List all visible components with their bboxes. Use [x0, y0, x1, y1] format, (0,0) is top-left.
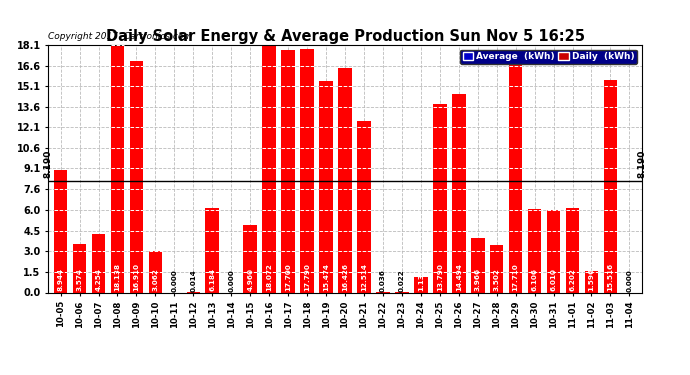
Text: 8.190: 8.190 — [43, 150, 53, 178]
Text: 3.502: 3.502 — [493, 268, 500, 291]
Text: 6.106: 6.106 — [531, 268, 538, 291]
Text: 6.010: 6.010 — [551, 268, 557, 291]
Bar — [244, 225, 257, 292]
Text: 0.014: 0.014 — [190, 270, 197, 292]
Bar — [357, 122, 371, 292]
Text: 15.516: 15.516 — [607, 263, 613, 291]
Text: 4.254: 4.254 — [95, 268, 101, 291]
Text: 15.474: 15.474 — [323, 264, 329, 291]
Text: 0.000: 0.000 — [171, 270, 177, 292]
Text: 3.574: 3.574 — [77, 268, 83, 291]
Bar — [300, 49, 314, 292]
Legend: Average  (kWh), Daily  (kWh): Average (kWh), Daily (kWh) — [460, 50, 637, 64]
Bar — [148, 251, 162, 292]
Bar — [509, 50, 522, 292]
Bar — [110, 45, 124, 292]
Bar — [546, 210, 560, 292]
Bar — [566, 208, 580, 292]
Text: 1.136: 1.136 — [418, 268, 424, 291]
Text: 8.944: 8.944 — [58, 268, 63, 291]
Text: 0.000: 0.000 — [228, 270, 234, 292]
Bar — [206, 208, 219, 292]
Bar — [433, 104, 446, 292]
Text: 4.960: 4.960 — [247, 268, 253, 291]
Bar — [452, 94, 466, 292]
Text: 1.596: 1.596 — [589, 268, 595, 291]
Bar — [528, 209, 542, 292]
Bar — [584, 271, 598, 292]
Bar — [471, 238, 484, 292]
Bar — [604, 80, 618, 292]
Bar — [54, 170, 68, 292]
Text: 6.184: 6.184 — [209, 268, 215, 291]
Bar — [72, 244, 86, 292]
Text: 12.514: 12.514 — [361, 264, 367, 291]
Text: 17.790: 17.790 — [304, 264, 310, 291]
Text: 13.790: 13.790 — [437, 264, 443, 291]
Bar — [490, 244, 504, 292]
Text: 18.138: 18.138 — [115, 263, 121, 291]
Text: 16.910: 16.910 — [133, 263, 139, 291]
Text: 3.966: 3.966 — [475, 268, 481, 291]
Text: 0.036: 0.036 — [380, 270, 386, 292]
Text: 3.062: 3.062 — [152, 268, 159, 291]
Text: 17.700: 17.700 — [285, 264, 291, 291]
Bar — [414, 277, 428, 292]
Bar — [282, 51, 295, 292]
Text: 18.072: 18.072 — [266, 264, 272, 291]
Bar — [92, 234, 106, 292]
Text: 0.000: 0.000 — [627, 270, 632, 292]
Bar — [319, 81, 333, 292]
Text: Copyright 2017  Cartronics.com: Copyright 2017 Cartronics.com — [48, 32, 193, 41]
Text: 16.426: 16.426 — [342, 263, 348, 291]
Text: 8.190: 8.190 — [637, 150, 647, 178]
Text: 6.202: 6.202 — [569, 268, 575, 291]
Bar — [130, 61, 144, 292]
Title: Daily Solar Energy & Average Production Sun Nov 5 16:25: Daily Solar Energy & Average Production … — [106, 29, 584, 44]
Bar — [262, 45, 276, 292]
Text: 17.710: 17.710 — [513, 264, 519, 291]
Text: 0.022: 0.022 — [399, 270, 405, 292]
Bar — [338, 68, 352, 292]
Text: 14.494: 14.494 — [456, 264, 462, 291]
